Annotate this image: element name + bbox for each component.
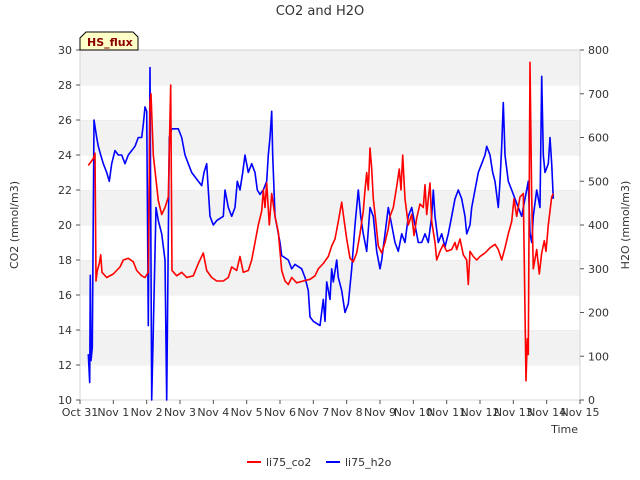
grid-band	[80, 155, 580, 190]
series-line-li75_co2	[87, 61, 555, 382]
x-tick-label: Nov 5	[231, 406, 263, 419]
chart-title: CO2 and H2O	[276, 4, 365, 19]
x-tick-label: Nov 6	[264, 406, 296, 419]
x-tick-label: Nov 13	[494, 406, 533, 419]
x-axis-label: Time	[550, 423, 578, 436]
y-tick-label: 16	[58, 289, 72, 302]
badge-box	[79, 31, 139, 51]
y-tick-label: 26	[58, 114, 72, 127]
y-axis-left: 10 12 14 16 18 20 22 24 26 28 30	[58, 44, 80, 407]
y2-axis-label: H2O (mmol/m3)	[619, 181, 632, 270]
grid-band	[80, 295, 580, 330]
grid-band	[80, 120, 580, 155]
x-tick-label: Nov 11	[427, 406, 466, 419]
y-tick-label: 24	[58, 149, 72, 162]
x-tick-label: Nov 1	[97, 406, 129, 419]
badge-label: HS_flux	[87, 36, 133, 49]
x-tick-label: Nov 15	[561, 406, 600, 419]
x-axis: Oct 31 Nov 1 Nov 2 Nov 3 Nov 4 Nov 5 Nov 6 Nov …	[62, 400, 600, 419]
legend-label-h2o: li75_h2o	[345, 456, 392, 469]
y2-tick-label: 100	[588, 350, 609, 363]
x-tick-label: Nov 3	[164, 406, 196, 419]
y2-tick-label: 700	[588, 88, 609, 101]
y2-tick-label: 800	[588, 44, 609, 57]
grid-band	[80, 365, 580, 400]
y-tick-label: 28	[58, 79, 72, 92]
y-axis-right: 0 100 200 300 400 500 600 700 800	[580, 44, 609, 407]
grid-band	[80, 85, 580, 120]
x-tick-label: Nov 14	[527, 406, 566, 419]
badge: HS_flux	[79, 31, 139, 51]
series-layer	[87, 61, 555, 401]
y-axis-label: CO2 (mmol/m3)	[8, 181, 21, 269]
grid-band	[80, 50, 580, 85]
x-tick-label: Nov 4	[197, 406, 229, 419]
x-tick-label: Nov 9	[364, 406, 396, 419]
y-tick-label: 30	[58, 44, 72, 57]
x-tick-label: Oct 31	[62, 406, 99, 419]
y2-tick-label: 300	[588, 263, 609, 276]
x-tick-label: Nov 10	[394, 406, 433, 419]
x-tick-label: Nov 8	[331, 406, 363, 419]
y2-tick-label: 500	[588, 175, 609, 188]
y-tick-label: 10	[58, 394, 72, 407]
x-tick-label: Nov 12	[461, 406, 500, 419]
y-tick-label: 22	[58, 184, 72, 197]
legend: li75_co2 li75_h2o	[247, 456, 392, 469]
y2-tick-label: 600	[588, 132, 609, 145]
x-tick-label: Nov 7	[297, 406, 329, 419]
y2-tick-label: 200	[588, 307, 609, 320]
y-tick-label: 20	[58, 219, 72, 232]
y-tick-label: 18	[58, 254, 72, 267]
y-tick-label: 14	[58, 324, 72, 337]
y2-tick-label: 400	[588, 219, 609, 232]
y-tick-label: 12	[58, 359, 72, 372]
series-line-li75_h2o	[87, 66, 555, 401]
y2-tick-label: 0	[588, 394, 595, 407]
legend-label-co2: li75_co2	[266, 456, 311, 469]
x-tick-label: Nov 2	[131, 406, 163, 419]
grid-band	[80, 330, 580, 365]
